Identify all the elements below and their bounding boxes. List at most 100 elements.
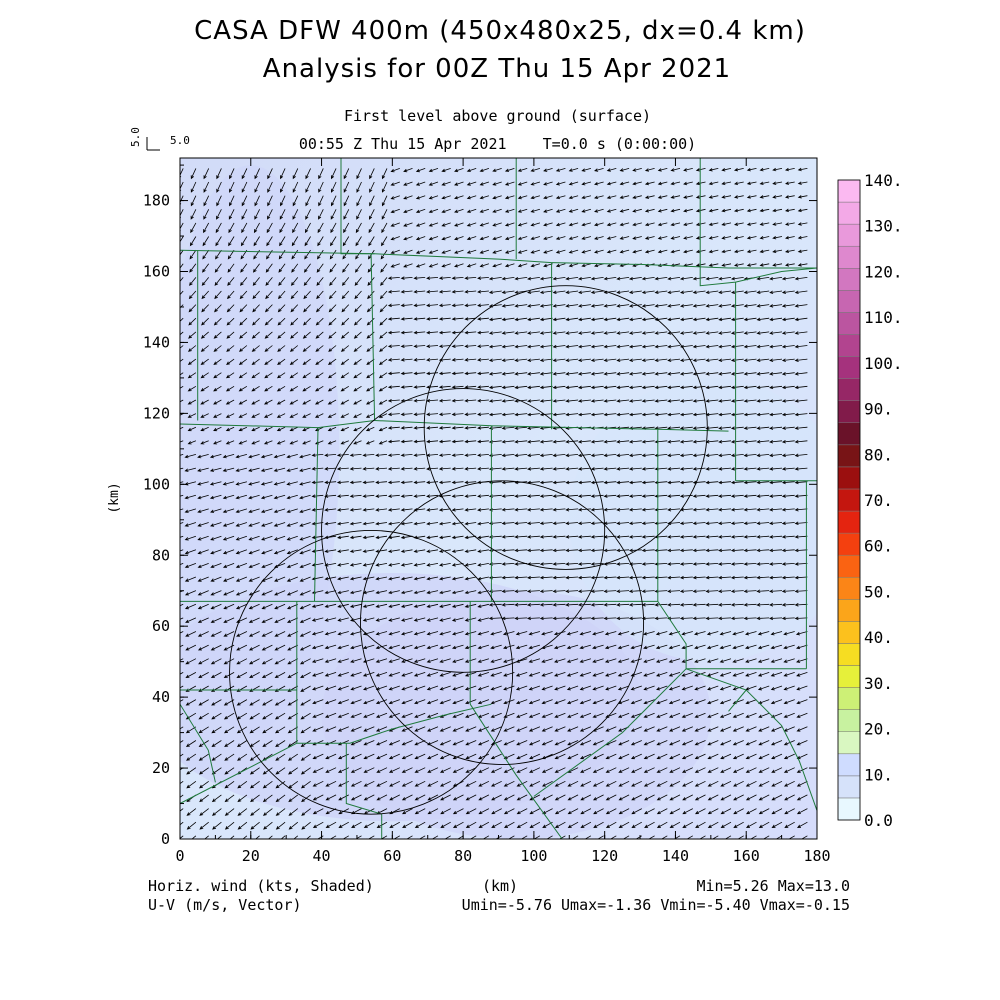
wind-vector	[555, 222, 566, 227]
wind-vector	[251, 372, 260, 379]
wind-vector	[694, 712, 706, 718]
wind-vector	[794, 589, 808, 593]
wind-vector	[694, 726, 706, 732]
chart-title: CASA DFW 400m (450x480x25, dx=0.4 km)	[194, 16, 806, 46]
wind-vector	[730, 412, 744, 417]
wind-vector	[466, 222, 477, 227]
wind-vector	[375, 480, 388, 485]
wind-vector	[630, 699, 642, 705]
wind-vector	[772, 208, 783, 213]
wind-vector	[216, 195, 222, 207]
wind-vector	[631, 767, 642, 773]
wind-vector	[381, 181, 388, 193]
wind-vector	[681, 726, 693, 732]
wind-vector	[746, 208, 757, 213]
wind-vector	[783, 685, 795, 691]
wind-vector	[338, 794, 349, 801]
wind-vector	[200, 440, 209, 445]
wind-vector	[781, 548, 795, 553]
wind-vector	[318, 195, 324, 207]
wind-vector	[528, 631, 541, 636]
wind-vector	[375, 467, 388, 471]
wind-vector	[785, 222, 795, 226]
wind-vector	[743, 616, 757, 621]
wind-vector	[185, 672, 197, 679]
wind-vector	[543, 208, 553, 213]
wind-vector	[210, 644, 222, 651]
wind-vector	[213, 331, 222, 339]
wind-vector	[400, 480, 413, 485]
wind-vector	[287, 699, 299, 706]
wind-vector	[340, 426, 349, 432]
wind-vector	[355, 249, 362, 260]
wind-vector	[325, 767, 337, 773]
wind-vector	[438, 303, 451, 308]
wind-vector	[734, 181, 744, 186]
wind-vector	[514, 521, 528, 525]
wind-vector	[199, 780, 209, 789]
wind-vector	[721, 236, 732, 240]
wind-vector	[292, 222, 299, 234]
wind-vector	[354, 304, 362, 313]
wind-vector	[387, 426, 400, 430]
wind-vector	[743, 331, 757, 335]
wind-vector	[198, 753, 209, 761]
wind-vector	[466, 236, 477, 241]
wind-vector	[353, 385, 362, 392]
wind-vector	[241, 209, 248, 220]
wind-vector	[577, 399, 591, 403]
wind-vector	[388, 658, 400, 663]
wind-vector	[290, 304, 299, 313]
wind-vector	[730, 521, 744, 525]
wind-vector	[180, 644, 184, 648]
wind-vector	[730, 494, 744, 498]
wind-vector	[657, 249, 668, 254]
wind-vector	[349, 603, 362, 608]
wind-vector	[251, 413, 260, 418]
wind-vector	[180, 372, 184, 376]
wind-vector	[189, 236, 197, 247]
wind-vector	[400, 576, 413, 581]
wind-vector	[312, 672, 324, 677]
wind-vector	[654, 385, 668, 390]
wind-vector	[708, 208, 719, 213]
wind-vector	[706, 672, 719, 677]
wind-vector	[501, 317, 515, 322]
wind-vector	[617, 685, 630, 691]
wind-vector	[528, 685, 541, 691]
wind-vector	[565, 385, 579, 390]
wind-vector	[211, 808, 222, 816]
wind-vector	[628, 399, 642, 403]
wind-vector	[252, 263, 260, 273]
wind-vector	[276, 372, 286, 379]
wind-vector	[539, 480, 553, 485]
wind-vector	[619, 222, 630, 227]
wind-vector	[683, 195, 693, 199]
wind-vector	[400, 303, 413, 308]
colorbar-swatch	[837, 466, 861, 490]
wind-vector	[554, 780, 566, 787]
wind-vector	[328, 345, 337, 352]
wind-vector	[515, 699, 528, 705]
wind-vector	[769, 521, 783, 525]
wind-vector	[594, 208, 604, 213]
wind-vector	[503, 726, 515, 732]
wind-vector	[631, 780, 642, 787]
wind-vector	[794, 399, 808, 403]
wind-vector	[578, 344, 591, 349]
wind-vector	[369, 181, 375, 193]
wind-vector	[769, 344, 783, 349]
wind-vector	[451, 439, 464, 444]
wind-vector	[734, 249, 744, 254]
wind-vector	[211, 726, 222, 734]
wind-vector	[235, 549, 248, 555]
wind-vector	[734, 263, 744, 267]
colorbar-swatch	[837, 378, 861, 401]
wind-vector	[603, 304, 617, 308]
wind-vector	[204, 835, 209, 839]
wind-vector	[554, 767, 566, 773]
wind-vector	[180, 685, 184, 689]
wind-vector	[718, 589, 732, 593]
wind-vector	[501, 372, 515, 376]
wind-vector	[289, 440, 298, 445]
